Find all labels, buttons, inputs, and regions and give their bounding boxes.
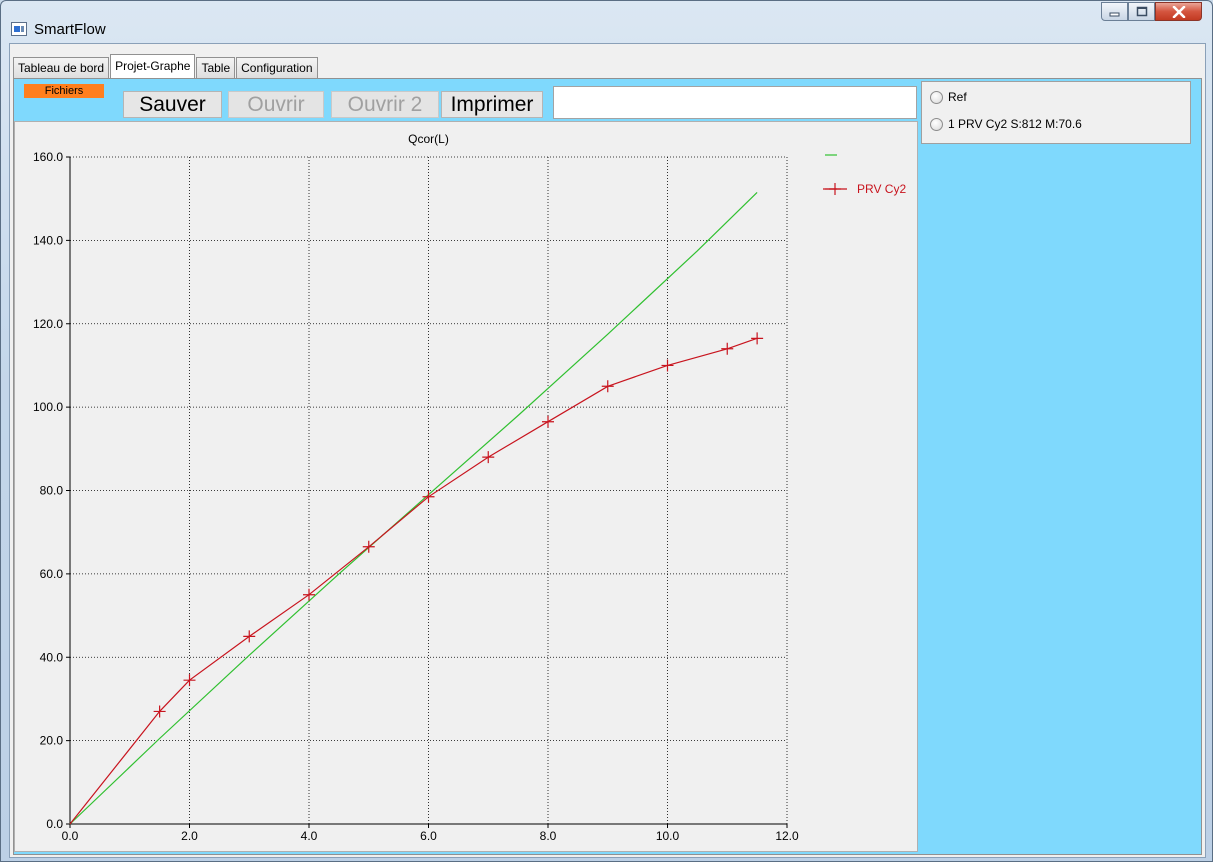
radio-button[interactable] (930, 90, 943, 104)
projet-graphe-panel: Fichiers Sauver Ouvrir Ouvrir 2 Imprimer… (13, 78, 1202, 855)
tab-table[interactable]: Table (196, 57, 236, 78)
qcor-chart: Qcor(L) 0.0 2.0 4.0 6.0 8.0 10.0 12.0 0.0 20.0 40.… (33, 132, 906, 843)
chart-area: Qcor(L) 0.0 2.0 4.0 6.0 8.0 10.0 12.0 0.0 20.0 40.… (14, 121, 918, 852)
open-button[interactable]: Ouvrir (228, 91, 324, 118)
series-line-prv-cy2 (69, 337, 758, 825)
client-area: Tableau de bord Projet-Graphe Table Conf… (9, 43, 1206, 858)
app-icon (11, 22, 27, 36)
minimize-icon (1109, 12, 1119, 16)
window-controls (1101, 2, 1202, 23)
data-point-marker (183, 674, 196, 687)
tab-projet-graphe[interactable]: Projet-Graphe (110, 54, 196, 78)
data-point-marker (422, 490, 435, 503)
tab-strip: Tableau de bord Projet-Graphe Table Conf… (13, 54, 319, 78)
fichiers-label: Fichiers (24, 84, 104, 98)
y-tick-label: 60.0 (40, 567, 64, 581)
chart-title: Qcor(L) (408, 132, 449, 146)
x-tick-label: 12.0 (775, 829, 799, 843)
print-button[interactable]: Imprimer (441, 91, 543, 118)
y-tick-label: 40.0 (40, 650, 64, 664)
data-point-marker (153, 705, 166, 718)
data-point-marker (751, 332, 764, 345)
radio-button[interactable] (930, 117, 943, 131)
radio-ref-label: Ref (948, 90, 967, 104)
file-toolbar: Fichiers Sauver Ouvrir Ouvrir 2 Imprimer (14, 79, 930, 119)
y-tick-label: 100.0 (33, 400, 63, 414)
text-field[interactable] (553, 86, 917, 119)
x-tick-label: 6.0 (420, 829, 437, 843)
radio-prv-cy2-label: 1 PRV Cy2 S:812 M:70.6 (948, 117, 1082, 131)
y-tick-label: 160.0 (33, 150, 63, 164)
legend-label: PRV Cy2 (857, 182, 906, 196)
y-tick-label: 20.0 (40, 734, 64, 748)
title-bar[interactable]: SmartFlow (1, 1, 1212, 43)
maximize-icon (1136, 6, 1147, 17)
y-tick-label: 80.0 (40, 484, 64, 498)
close-button[interactable] (1155, 2, 1202, 21)
data-point-marker (482, 451, 495, 464)
data-point-marker (243, 630, 256, 643)
data-point-marker (303, 588, 315, 601)
save-button[interactable]: Sauver (123, 91, 222, 118)
legend-marker (829, 183, 841, 195)
x-tick-label: 0.0 (62, 829, 79, 843)
data-point-marker (542, 415, 554, 428)
data-point-marker (362, 540, 375, 553)
data-point-marker (721, 342, 734, 355)
tab-tableau-de-bord[interactable]: Tableau de bord (13, 57, 110, 78)
series-selector-panel: Ref 1 PRV Cy2 S:812 M:70.6 (921, 81, 1191, 144)
x-tick-label: 4.0 (301, 829, 318, 843)
series-line-ref (69, 191, 758, 825)
radio-prv-cy2[interactable]: 1 PRV Cy2 S:812 M:70.6 (930, 115, 1082, 133)
radio-ref[interactable]: Ref (930, 88, 967, 106)
close-icon (1172, 5, 1185, 18)
y-tick-label: 120.0 (33, 317, 63, 331)
data-point-marker (601, 380, 614, 393)
y-tick-label: 0.0 (46, 817, 63, 831)
x-tick-label: 8.0 (540, 829, 557, 843)
data-point-marker (661, 359, 674, 372)
x-tick-label: 10.0 (656, 829, 680, 843)
tab-configuration[interactable]: Configuration (236, 57, 318, 78)
y-tick-label: 140.0 (33, 233, 63, 247)
x-tick-label: 2.0 (181, 829, 198, 843)
minimize-button[interactable] (1101, 2, 1128, 21)
open-2-button[interactable]: Ouvrir 2 (331, 91, 439, 118)
window-title: SmartFlow (34, 21, 106, 38)
maximize-button[interactable] (1128, 2, 1155, 21)
